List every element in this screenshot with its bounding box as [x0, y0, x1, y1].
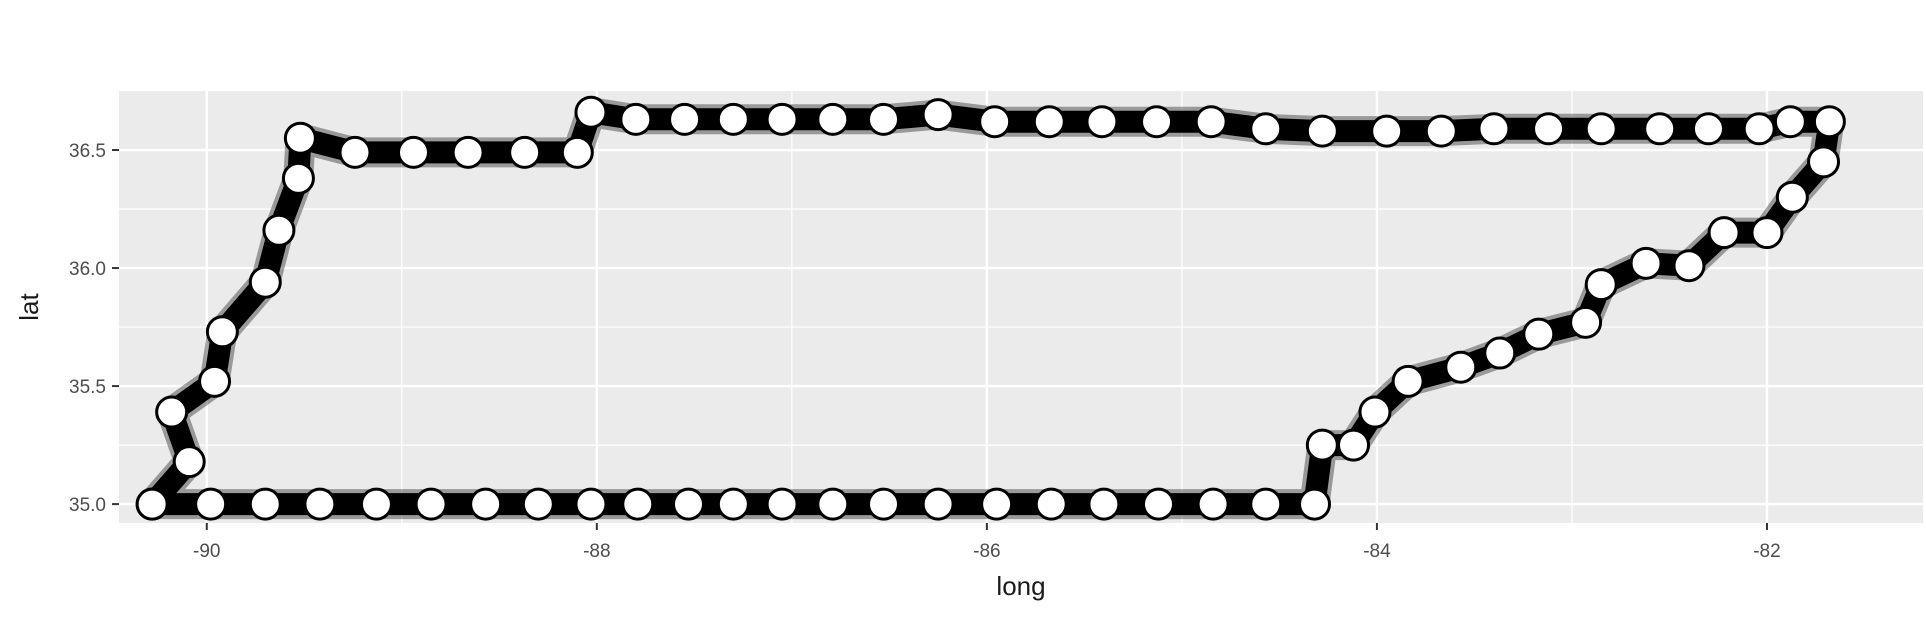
data-point: [521, 487, 555, 521]
data-point: [1444, 350, 1478, 384]
data-point: [338, 135, 372, 169]
data-point: [1358, 395, 1392, 429]
x-tick-label: -82: [1753, 541, 1780, 562]
data-point: [1672, 249, 1706, 283]
data-point: [574, 95, 608, 129]
data-point: [1337, 428, 1371, 462]
data-point: [1032, 105, 1066, 139]
data-point: [262, 213, 296, 247]
data-point: [1691, 112, 1725, 146]
data-point: [619, 102, 653, 136]
data-point: [867, 487, 901, 521]
data-point: [508, 135, 542, 169]
data-point: [560, 135, 594, 169]
data-point: [1298, 487, 1332, 521]
data-point: [1391, 364, 1425, 398]
data-point: [1305, 114, 1339, 148]
data-point: [1775, 180, 1809, 214]
data-point: [1750, 216, 1784, 250]
y-tick-label: 35.0: [69, 495, 106, 516]
x-axis-ticks: -90 -88 -86 -84 -82: [193, 523, 1781, 562]
data-point: [303, 487, 337, 521]
data-point: [359, 487, 393, 521]
x-tick-label: -86: [973, 541, 1000, 562]
data-point: [765, 487, 799, 521]
data-point: [1370, 114, 1404, 148]
data-point: [1085, 105, 1119, 139]
data-point: [980, 487, 1014, 521]
data-point: [1629, 246, 1663, 280]
data-point: [1742, 112, 1776, 146]
data-point: [283, 121, 317, 155]
x-axis-title: long: [996, 571, 1045, 601]
data-point: [1773, 105, 1807, 139]
data-point: [765, 102, 799, 136]
data-point: [816, 487, 850, 521]
data-point: [248, 265, 282, 299]
data-point: [1477, 112, 1511, 146]
data-point: [1194, 105, 1228, 139]
data-point: [1522, 317, 1556, 351]
data-point: [1483, 336, 1517, 370]
data-point: [716, 487, 750, 521]
data-point: [867, 102, 901, 136]
data-point: [716, 102, 750, 136]
data-point: [1584, 268, 1618, 302]
data-point: [1569, 305, 1603, 339]
data-point: [1424, 114, 1458, 148]
data-point: [135, 487, 169, 521]
data-point: [248, 487, 282, 521]
x-tick-label: -84: [1363, 541, 1391, 562]
outline-points: [135, 95, 1846, 521]
data-point: [1249, 112, 1283, 146]
minor-gridlines: [119, 91, 1923, 523]
data-point: [574, 487, 608, 521]
data-point: [1707, 216, 1741, 250]
data-point: [816, 102, 850, 136]
y-axis-title: lat: [14, 292, 44, 320]
data-point: [172, 445, 206, 479]
data-point: [1249, 487, 1283, 521]
x-tick-label: -88: [583, 541, 610, 562]
data-point: [1807, 145, 1841, 179]
data-point: [155, 395, 189, 429]
data-point: [1584, 112, 1618, 146]
data-point: [396, 135, 430, 169]
data-point: [1305, 428, 1339, 462]
data-point: [451, 135, 485, 169]
y-tick-label: 35.5: [69, 377, 106, 398]
data-point: [668, 102, 702, 136]
data-point: [921, 98, 955, 132]
data-point: [1141, 487, 1175, 521]
data-point: [198, 364, 232, 398]
data-point: [1812, 105, 1846, 139]
data-point: [1643, 112, 1677, 146]
y-axis-ticks: 35.0 35.5 36.0 36.5: [69, 141, 119, 516]
data-point: [1087, 487, 1121, 521]
data-point: [469, 487, 503, 521]
data-point: [978, 105, 1012, 139]
data-point: [1140, 105, 1174, 139]
data-point: [414, 487, 448, 521]
data-point: [921, 487, 955, 521]
data-point: [621, 487, 655, 521]
y-tick-label: 36.0: [69, 259, 106, 280]
data-point: [671, 487, 705, 521]
data-point: [1034, 487, 1068, 521]
data-point: [1532, 112, 1566, 146]
data-point: [1196, 487, 1230, 521]
data-point: [194, 487, 228, 521]
x-tick-label: -90: [193, 541, 220, 562]
y-tick-label: 36.5: [69, 141, 106, 162]
data-point: [205, 315, 239, 349]
data-point: [281, 161, 315, 195]
